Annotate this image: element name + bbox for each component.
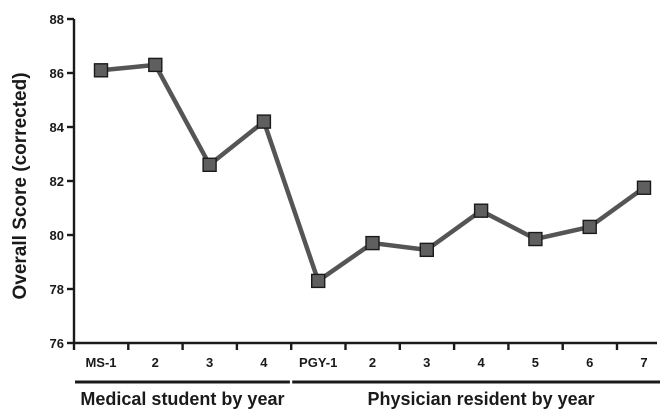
- x-tick-label: 4: [477, 355, 485, 370]
- y-axis: 76 78 80 82 84 86 88: [50, 12, 76, 351]
- x-tick-label: 4: [260, 355, 268, 370]
- x-tick-label: PGY-1: [299, 355, 337, 370]
- y-tick-label: 88: [50, 12, 64, 27]
- y-tick-label: 84: [50, 120, 65, 135]
- data-point: [256, 114, 272, 129]
- data-point: [582, 219, 597, 235]
- x-axis-groups: Medical student by year Physician residen…: [75, 380, 660, 409]
- data-point: [365, 235, 380, 251]
- data-point: [473, 203, 489, 218]
- x-tick-label: 5: [532, 355, 539, 370]
- x-axis: MS-1 2 3 4 PGY-1 2 3 4 5 6 7: [72, 341, 657, 370]
- series-group: [93, 57, 652, 289]
- data-point: [93, 63, 109, 78]
- x-tick-label: 2: [369, 355, 376, 370]
- group-title: Physician resident by year: [368, 389, 595, 409]
- data-point: [419, 242, 434, 258]
- x-tick-label: MS-1: [85, 355, 116, 370]
- x-tick-label: 2: [152, 355, 159, 370]
- y-tick-label: 86: [50, 66, 64, 81]
- data-point: [528, 231, 543, 247]
- data-point: [202, 157, 217, 173]
- x-tick-label: 6: [586, 355, 593, 370]
- x-tick-label: 3: [206, 355, 213, 370]
- y-tick-label: 76: [50, 336, 64, 351]
- data-point: [148, 57, 163, 73]
- data-point: [636, 180, 652, 195]
- y-tick-label: 78: [50, 282, 64, 297]
- y-tick-label: 82: [50, 174, 64, 189]
- y-tick-label: 80: [50, 228, 64, 243]
- data-point: [311, 273, 326, 289]
- x-tick-label: 7: [640, 355, 647, 370]
- x-tick-label: 3: [423, 355, 430, 370]
- group-title: Medical student by year: [80, 389, 284, 409]
- y-axis-title: Overall Score (corrected): [10, 72, 31, 299]
